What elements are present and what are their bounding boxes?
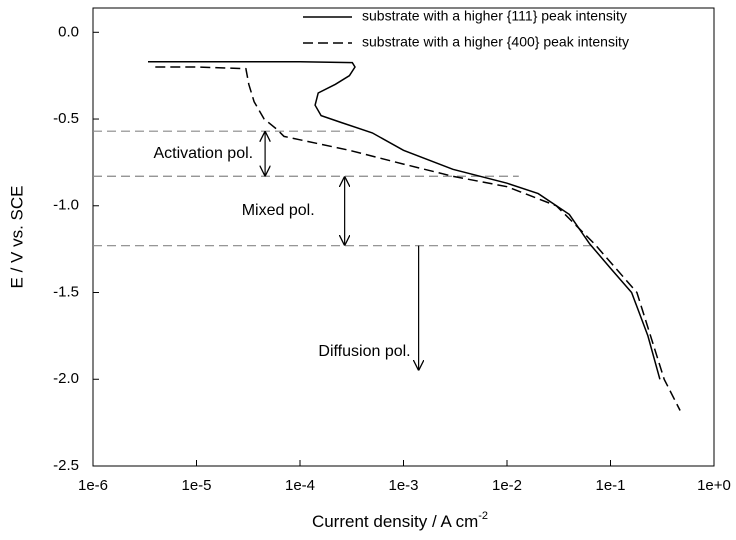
annotation-label: Diffusion pol. <box>318 343 410 360</box>
legend-label: substrate with a higher {400} peak inten… <box>362 34 629 50</box>
y-tick-label: -2.5 <box>53 457 79 474</box>
y-axis-label: E / V vs. SCE <box>7 186 26 289</box>
x-tick-label: 1e-5 <box>181 477 211 494</box>
series-line <box>155 66 681 411</box>
plot-frame <box>92 7 715 467</box>
x-axis-label-sup: -2 <box>478 510 488 522</box>
y-tick-label: -1.0 <box>53 197 79 214</box>
x-tick-label: 1e-2 <box>492 477 522 494</box>
series-line <box>148 61 661 380</box>
x-axis-label: Current density / A cm-2 <box>312 510 488 532</box>
annotation-label: Mixed pol. <box>242 202 315 219</box>
x-tick-label: 1e-6 <box>78 477 108 494</box>
y-tick-label: -1.5 <box>53 283 79 300</box>
y-tick-label: 0.0 <box>58 23 79 40</box>
x-tick-label: 1e-3 <box>388 477 418 494</box>
y-tick-label: -0.5 <box>53 110 79 127</box>
legend-label: substrate with a higher {111} peak inten… <box>362 8 627 24</box>
x-tick-label: 1e-4 <box>285 477 315 494</box>
annotation-label: Activation pol. <box>153 145 253 162</box>
x-axis-label-text: Current density / A cm <box>312 512 478 531</box>
y-tick-label: -2.0 <box>53 370 79 387</box>
x-tick-label: 1e+0 <box>697 477 731 494</box>
x-tick-label: 1e-1 <box>595 477 625 494</box>
